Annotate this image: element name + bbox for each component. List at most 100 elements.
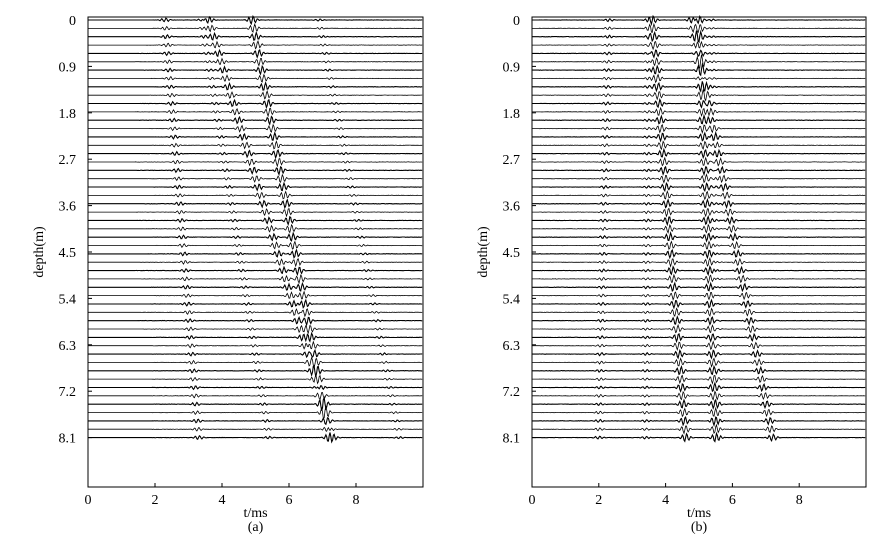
trace <box>532 98 866 109</box>
trace <box>88 395 423 411</box>
trace <box>532 374 866 385</box>
y-tick-label: 0.9 <box>503 60 521 75</box>
y-tick-label: 1.8 <box>503 107 521 122</box>
trace <box>532 89 866 102</box>
trace <box>88 231 423 242</box>
y-tick-label: 6.3 <box>503 339 521 354</box>
trace <box>88 265 423 277</box>
trace <box>88 158 423 168</box>
trace <box>532 223 866 234</box>
y-tick-label: 4.5 <box>503 246 521 261</box>
trace <box>532 214 866 227</box>
y-tick-label: 2.7 <box>59 153 77 168</box>
trace <box>532 123 866 134</box>
traces <box>532 14 866 443</box>
trace <box>532 207 866 218</box>
trace <box>532 265 866 277</box>
x-axis-label: t/ms <box>243 506 267 521</box>
trace <box>532 248 866 260</box>
trace <box>88 258 423 268</box>
y-tick-label: 5.4 <box>503 292 521 307</box>
trace <box>532 398 866 410</box>
trace <box>532 130 866 143</box>
y-tick-label: 2.7 <box>503 153 521 168</box>
trace <box>88 48 423 59</box>
y-tick-label: 8.1 <box>503 432 521 447</box>
trace <box>88 298 423 309</box>
trace <box>532 291 866 301</box>
trace <box>532 190 866 201</box>
trace <box>532 273 866 285</box>
trace <box>532 390 866 401</box>
x-tick-label: 2 <box>595 493 602 508</box>
trace <box>88 364 423 377</box>
trace <box>532 307 866 318</box>
trace <box>532 54 866 69</box>
trace <box>88 14 423 26</box>
trace <box>88 73 423 83</box>
trace <box>88 308 423 318</box>
trace <box>88 405 423 419</box>
trace <box>532 298 866 310</box>
trace <box>88 23 423 33</box>
trace <box>88 181 423 192</box>
trace <box>88 81 423 91</box>
x-tick-label: 6 <box>729 493 736 508</box>
y-tick-label: 0 <box>513 14 520 29</box>
trace <box>88 392 423 401</box>
trace <box>88 173 423 183</box>
trace <box>532 340 866 351</box>
trace <box>532 332 866 344</box>
trace <box>532 147 866 160</box>
x-tick-label: 8 <box>353 493 360 508</box>
trace <box>532 165 866 177</box>
y-tick-label: 5.4 <box>59 292 77 307</box>
y-tick-label: 0.9 <box>59 60 77 75</box>
trace <box>532 315 866 326</box>
y-tick-label: 0 <box>69 14 76 29</box>
trace <box>88 215 423 226</box>
y-tick-label: 4.5 <box>59 246 77 261</box>
trace <box>88 274 423 285</box>
y-axis-label: depth(m) <box>476 226 491 278</box>
x-tick-label: 4 <box>219 493 226 508</box>
trace <box>532 173 866 184</box>
trace <box>532 423 866 435</box>
trace <box>88 39 423 50</box>
trace <box>88 340 423 350</box>
y-tick-label: 8.1 <box>59 432 77 447</box>
trace <box>532 62 866 77</box>
trace <box>88 324 423 335</box>
trace <box>88 432 423 444</box>
y-axis-label: depth(m) <box>32 226 47 278</box>
trace <box>88 223 423 234</box>
trace <box>532 29 866 44</box>
trace <box>532 14 866 27</box>
trace <box>532 40 866 51</box>
trace <box>532 256 866 268</box>
trace <box>88 190 423 200</box>
panel-a: 0 0.9 1.8 2.7 3.6 4.5 5.4 6.3 7.2 8.1 0 2 4 6 8 t/ms dep… <box>32 14 424 535</box>
trace <box>532 106 866 118</box>
trace <box>88 64 423 76</box>
trace <box>532 364 866 376</box>
trace <box>532 415 866 428</box>
trace <box>532 431 866 443</box>
x-tick-label: 0 <box>529 493 536 508</box>
trace <box>532 181 866 193</box>
trace <box>532 240 866 251</box>
trace <box>532 406 866 418</box>
trace <box>532 156 866 167</box>
trace <box>88 348 423 359</box>
y-tick-label: 6.3 <box>59 339 77 354</box>
trace <box>532 381 866 393</box>
trace <box>88 290 423 300</box>
trace <box>532 357 866 368</box>
trace <box>88 385 423 391</box>
trace <box>88 426 423 432</box>
trace <box>532 348 866 360</box>
y-tick-label: 3.6 <box>503 200 521 215</box>
trace <box>532 113 866 125</box>
trace <box>532 73 866 84</box>
x-tick-label: 6 <box>286 493 293 508</box>
